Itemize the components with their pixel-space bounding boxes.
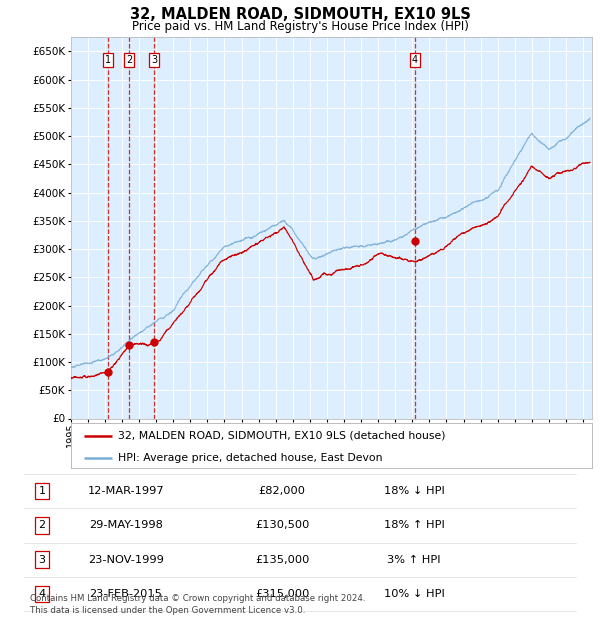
Text: 23-FEB-2015: 23-FEB-2015: [89, 588, 163, 599]
Text: 18% ↓ HPI: 18% ↓ HPI: [383, 486, 445, 497]
Text: 3% ↑ HPI: 3% ↑ HPI: [387, 554, 441, 565]
Text: 1: 1: [38, 486, 46, 497]
Text: £315,000: £315,000: [255, 588, 309, 599]
Text: 23-NOV-1999: 23-NOV-1999: [88, 554, 164, 565]
Text: 4: 4: [38, 588, 46, 599]
Text: £130,500: £130,500: [255, 520, 309, 531]
Text: 3: 3: [151, 55, 158, 65]
Text: Contains HM Land Registry data © Crown copyright and database right 2024.: Contains HM Land Registry data © Crown c…: [30, 594, 365, 603]
Text: 32, MALDEN ROAD, SIDMOUTH, EX10 9LS (detached house): 32, MALDEN ROAD, SIDMOUTH, EX10 9LS (det…: [118, 430, 445, 441]
Text: This data is licensed under the Open Government Licence v3.0.: This data is licensed under the Open Gov…: [30, 606, 305, 616]
Text: £135,000: £135,000: [255, 554, 309, 565]
Text: 12-MAR-1997: 12-MAR-1997: [88, 486, 164, 497]
Text: £82,000: £82,000: [259, 486, 305, 497]
Text: 4: 4: [412, 55, 418, 65]
Text: 10% ↓ HPI: 10% ↓ HPI: [383, 588, 445, 599]
Text: 18% ↑ HPI: 18% ↑ HPI: [383, 520, 445, 531]
Text: 1: 1: [105, 55, 111, 65]
Text: 2: 2: [38, 520, 46, 531]
Text: 3: 3: [38, 554, 46, 565]
Text: HPI: Average price, detached house, East Devon: HPI: Average price, detached house, East…: [118, 453, 382, 463]
Text: 29-MAY-1998: 29-MAY-1998: [89, 520, 163, 531]
Text: 32, MALDEN ROAD, SIDMOUTH, EX10 9LS: 32, MALDEN ROAD, SIDMOUTH, EX10 9LS: [130, 7, 470, 22]
Text: 2: 2: [126, 55, 132, 65]
Text: Price paid vs. HM Land Registry's House Price Index (HPI): Price paid vs. HM Land Registry's House …: [131, 20, 469, 33]
